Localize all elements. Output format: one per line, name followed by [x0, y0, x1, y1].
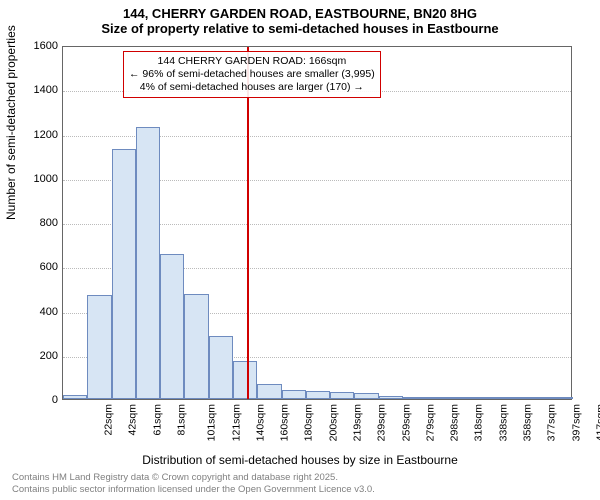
bar — [476, 397, 500, 399]
x-tick-label: 200sqm — [327, 404, 339, 441]
y-tick-label: 600 — [18, 261, 58, 273]
x-tick-label: 259sqm — [400, 404, 412, 441]
annotation-line2: ← 96% of semi-detached houses are smalle… — [129, 68, 375, 81]
annotation-line1: 144 CHERRY GARDEN ROAD: 166sqm — [129, 55, 375, 68]
x-tick-label: 338sqm — [497, 404, 509, 441]
x-tick-label: 101sqm — [206, 404, 218, 441]
histogram-chart: 144 CHERRY GARDEN ROAD: 166sqm ← 96% of … — [62, 46, 572, 400]
x-tick-label: 160sqm — [279, 404, 291, 441]
bar — [306, 391, 330, 399]
bar — [500, 397, 524, 399]
bar — [354, 393, 378, 399]
bar — [330, 392, 354, 399]
bar — [403, 397, 427, 399]
bar — [282, 390, 306, 399]
bar — [63, 395, 87, 399]
footer-line1: Contains HM Land Registry data © Crown c… — [12, 472, 375, 484]
bar — [87, 295, 111, 399]
x-tick-label: 121sqm — [230, 404, 242, 441]
bar — [233, 361, 257, 399]
bar — [452, 397, 476, 399]
x-tick-label: 358sqm — [521, 404, 533, 441]
x-tick-label: 279sqm — [424, 404, 436, 441]
x-tick-label: 61sqm — [151, 404, 163, 436]
page-subtitle: Size of property relative to semi-detach… — [0, 21, 600, 38]
y-tick-label: 800 — [18, 217, 58, 229]
bar — [379, 396, 403, 399]
x-tick-label: 318sqm — [473, 404, 485, 441]
page-title: 144, CHERRY GARDEN ROAD, EASTBOURNE, BN2… — [0, 0, 600, 21]
annotation-box: 144 CHERRY GARDEN ROAD: 166sqm ← 96% of … — [123, 51, 381, 98]
bar — [112, 149, 136, 399]
x-tick-label: 22sqm — [103, 404, 115, 436]
y-tick-label: 1000 — [18, 173, 58, 185]
y-tick-label: 1200 — [18, 129, 58, 141]
annotation-line3: 4% of semi-detached houses are larger (1… — [129, 81, 375, 94]
x-tick-label: 298sqm — [449, 404, 461, 441]
y-tick-label: 1600 — [18, 40, 58, 52]
x-tick-label: 417sqm — [594, 404, 600, 441]
x-tick-label: 81sqm — [176, 404, 188, 436]
reference-line — [247, 47, 249, 399]
bar — [549, 397, 573, 399]
x-axis-label: Distribution of semi-detached houses by … — [0, 453, 600, 467]
bar — [160, 254, 184, 399]
footer-line2: Contains public sector information licen… — [12, 484, 375, 496]
bar — [209, 336, 233, 399]
bar — [136, 127, 160, 399]
y-tick-label: 400 — [18, 306, 58, 318]
x-tick-label: 219sqm — [351, 404, 363, 441]
y-tick-label: 200 — [18, 350, 58, 362]
x-tick-label: 239sqm — [376, 404, 388, 441]
x-tick-label: 180sqm — [303, 404, 315, 441]
footer-attribution: Contains HM Land Registry data © Crown c… — [12, 472, 375, 496]
bar — [184, 294, 208, 399]
x-tick-label: 42sqm — [127, 404, 139, 436]
y-tick-label: 1400 — [18, 84, 58, 96]
y-tick-label: 0 — [18, 394, 58, 406]
y-axis-label: Number of semi-detached properties — [4, 25, 18, 220]
bar — [524, 397, 548, 399]
x-tick-label: 140sqm — [254, 404, 266, 441]
bar — [257, 384, 281, 399]
bar — [427, 397, 451, 399]
x-tick-label: 377sqm — [546, 404, 558, 441]
x-tick-label: 397sqm — [570, 404, 582, 441]
